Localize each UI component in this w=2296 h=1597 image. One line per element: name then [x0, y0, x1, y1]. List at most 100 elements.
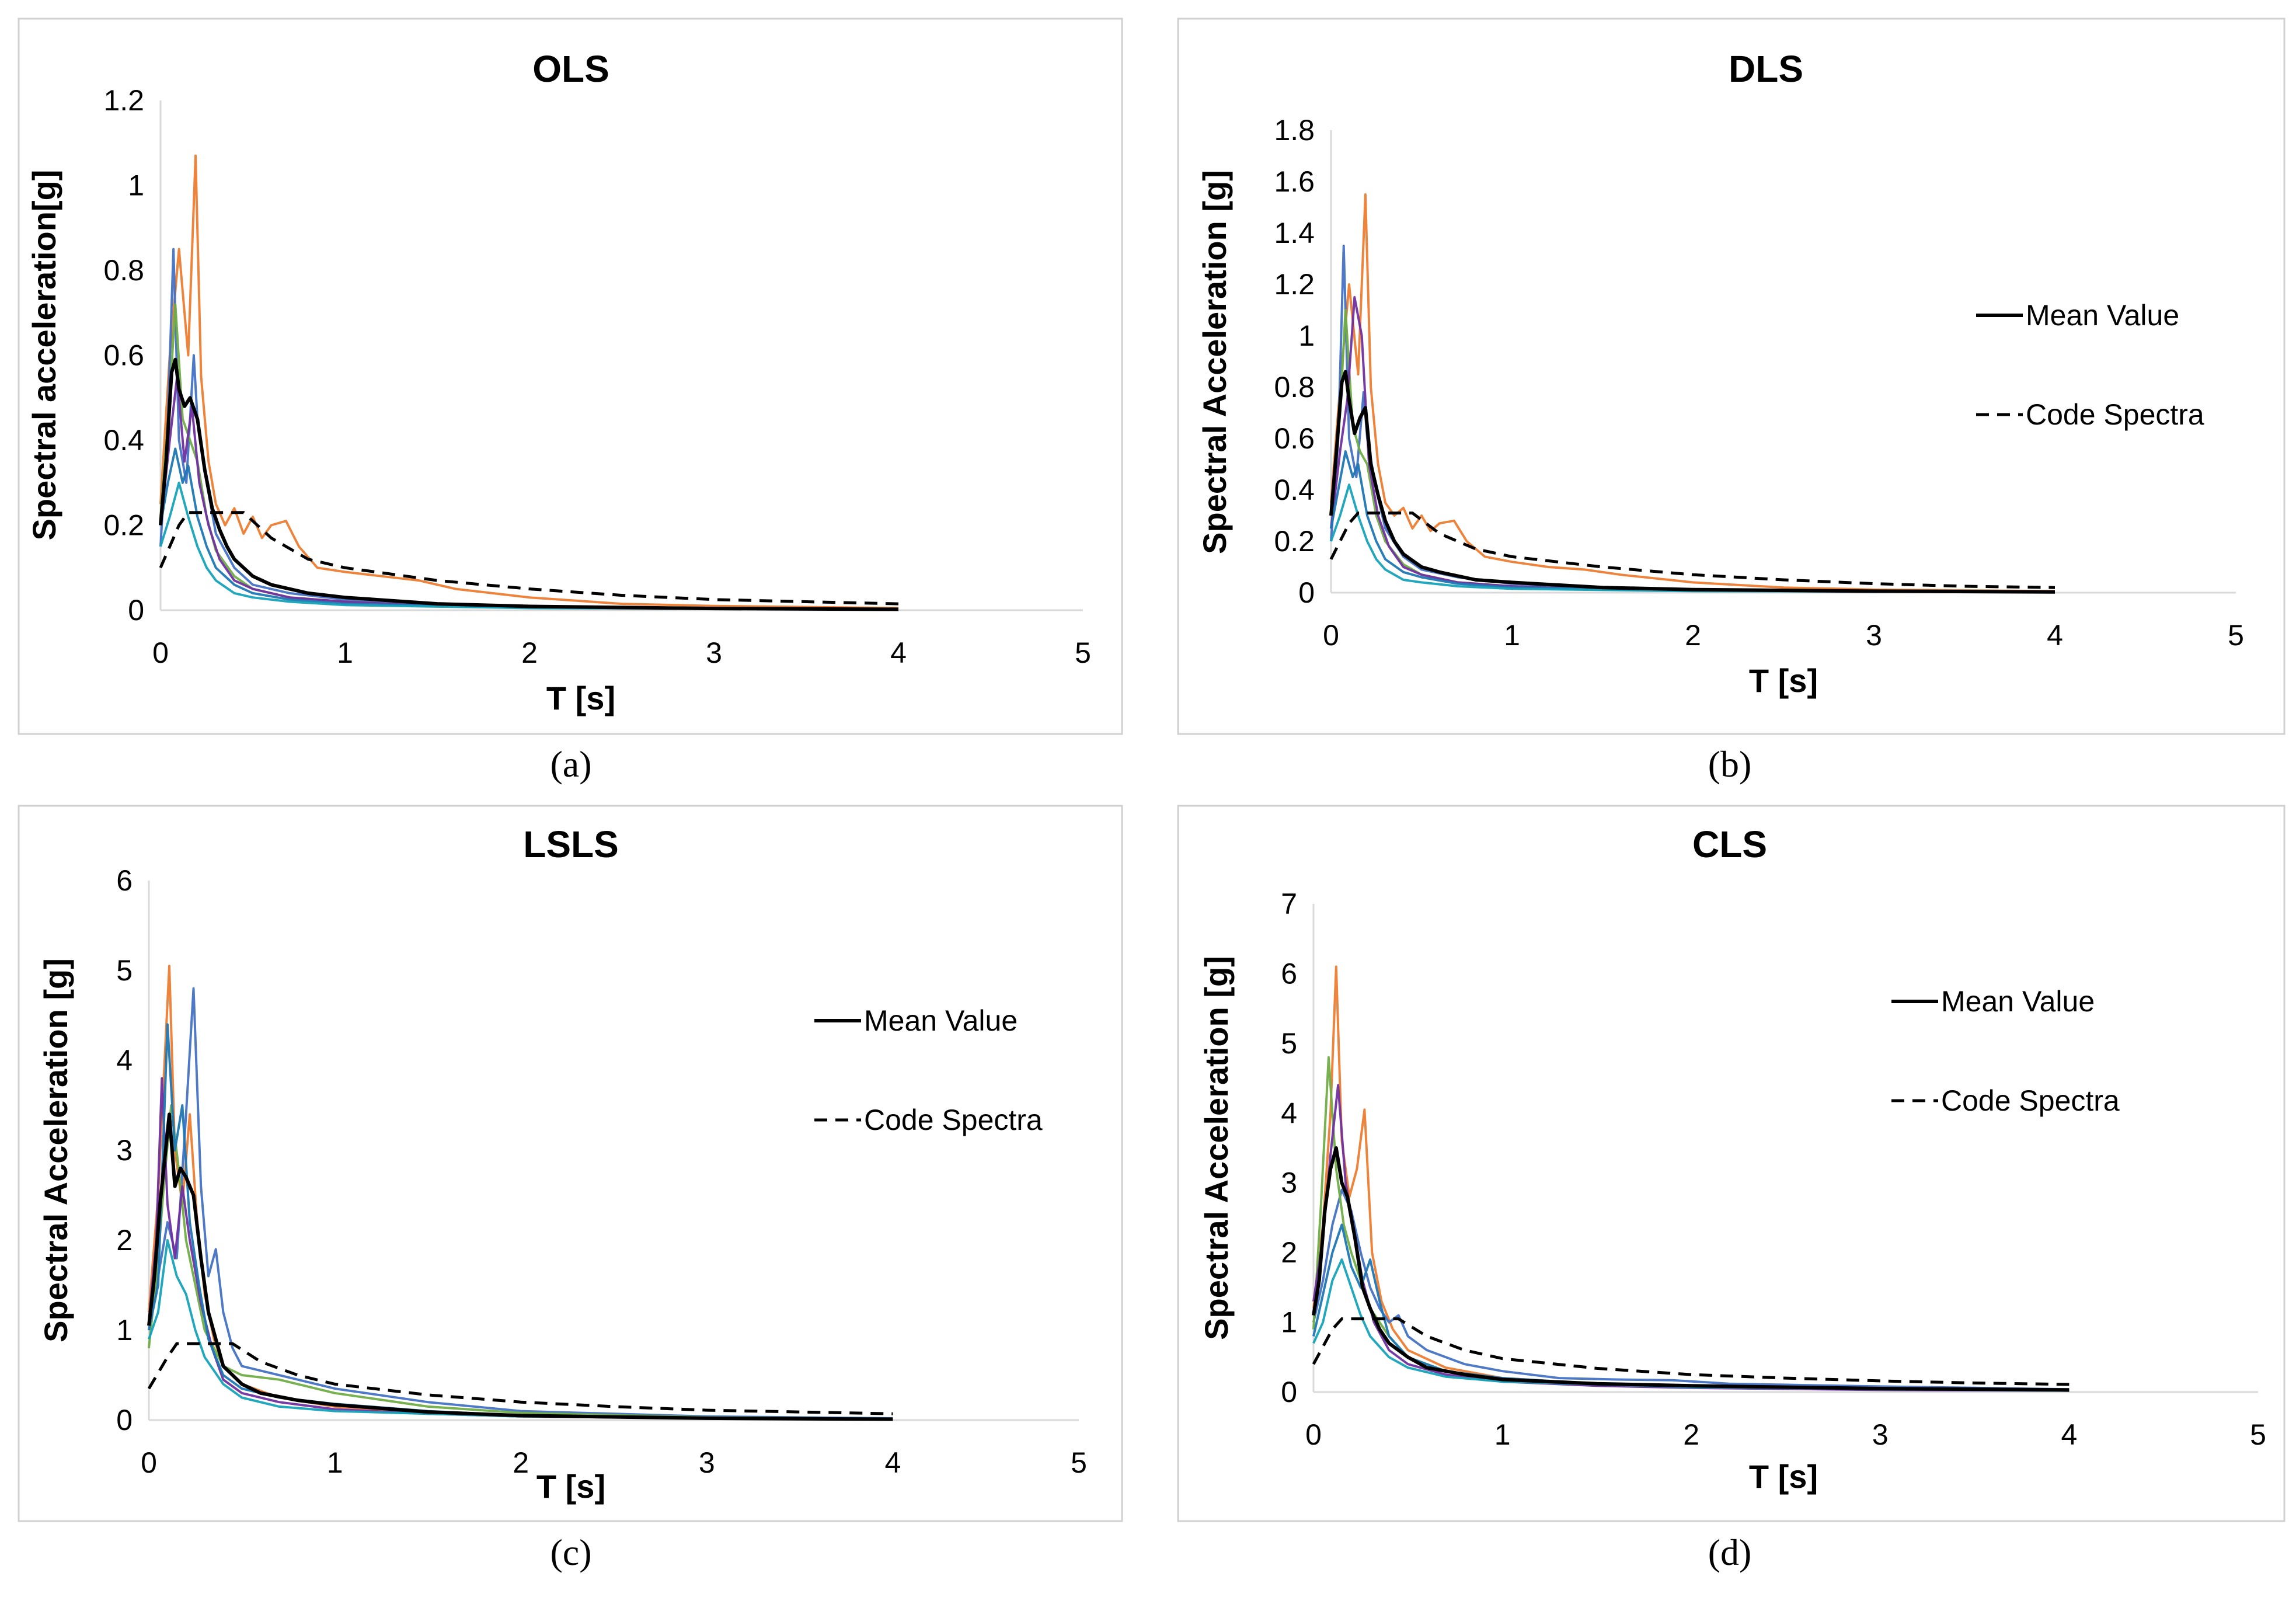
chart-title: CLS: [1692, 823, 1767, 865]
series-line-record: [159, 481, 899, 611]
series-line-mean-value: [159, 357, 899, 611]
x-tick-label: 3: [1872, 1418, 1889, 1451]
y-tick-label: 1: [1298, 319, 1315, 352]
y-tick-label: 4: [116, 1044, 133, 1077]
series-line-record: [148, 1239, 893, 1421]
series-line-record: [1330, 483, 2055, 594]
chart-panel-3: 0 1 2 3 4 5 0 1 2 3 4 5 6 7 CLS T [s] Spectral Accelerat…: [1177, 805, 2285, 1573]
x-tick-label: 3: [699, 1446, 715, 1479]
x-tick-label: 4: [884, 1446, 901, 1479]
y-tick-label: 1: [116, 1314, 133, 1347]
x-tick-label: 2: [521, 636, 538, 669]
series-line-record: [1312, 1258, 2069, 1392]
legend-label-code: Code Spectra: [864, 1104, 1043, 1136]
x-tick-label: 4: [890, 636, 907, 669]
y-tick-label: 4: [1281, 1097, 1297, 1129]
panel-caption: (b): [1708, 743, 1752, 785]
x-tick-label: 1: [337, 636, 353, 669]
y-tick-label: 6: [116, 864, 133, 897]
legend-label-code: Code Spectra: [1941, 1084, 2120, 1117]
chart-panel-0: 0 1 2 3 4 5 0 0.2 0.4 0.6 0.8 1 1.2 OLS T [s] Spectral …: [18, 18, 1123, 785]
y-tick-label: 1.4: [1274, 217, 1315, 249]
chart-title: DLS: [1729, 48, 1803, 90]
chart-title: LSLS: [523, 823, 619, 865]
y-tick-label: 0: [1298, 576, 1315, 609]
x-tick-label: 2: [1685, 619, 1701, 652]
x-tick-label: 0: [1323, 619, 1339, 652]
x-tick-label: 3: [1866, 619, 1882, 652]
x-tick-label: 0: [152, 636, 169, 669]
x-tick-label: 0: [141, 1446, 157, 1479]
x-tick-label: 1: [1504, 619, 1520, 652]
series-line-code-spectra: [1312, 1317, 2069, 1386]
y-tick-label: 0: [128, 594, 144, 627]
x-tick-label: 4: [2047, 619, 2063, 652]
x-axis-title: T [s]: [1749, 662, 1818, 699]
y-tick-label: 0.2: [1274, 525, 1315, 558]
y-tick-label: 0.4: [1274, 474, 1315, 506]
y-axis-title: Spectral acceleration[g]: [26, 170, 62, 541]
x-axis-title: T [s]: [536, 1468, 605, 1505]
y-tick-label: 0.6: [1274, 422, 1315, 455]
x-tick-label: 2: [1683, 1418, 1699, 1451]
y-axis-title: Spectral Acceleration [g]: [37, 958, 74, 1342]
y-tick-label: 0: [1281, 1376, 1297, 1408]
x-axis-title: T [s]: [546, 680, 615, 716]
y-tick-label: 2: [1281, 1236, 1297, 1269]
x-tick-label: 5: [2228, 619, 2244, 652]
y-tick-label: 3: [1281, 1167, 1297, 1199]
x-tick-label: 2: [513, 1446, 529, 1479]
chart-title: OLS: [532, 48, 609, 90]
y-tick-label: 0.8: [103, 254, 144, 287]
x-tick-label: 5: [2250, 1418, 2266, 1451]
y-tick-label: 6: [1281, 957, 1297, 990]
x-tick-label: 4: [2061, 1418, 2077, 1451]
series-line-record: [148, 987, 893, 1419]
y-tick-label: 1.2: [1274, 268, 1315, 301]
panel-caption: (c): [550, 1532, 591, 1573]
y-tick-label: 3: [116, 1134, 133, 1167]
y-tick-label: 1.2: [103, 84, 144, 117]
x-tick-label: 5: [1075, 636, 1091, 669]
y-tick-label: 0: [116, 1404, 133, 1436]
y-tick-label: 1: [128, 169, 144, 202]
y-tick-label: 0.2: [103, 509, 144, 542]
panel-frame: [18, 805, 1123, 1522]
y-tick-label: 2: [116, 1224, 133, 1257]
x-tick-label: 5: [1071, 1446, 1087, 1479]
series-line-code-spectra: [159, 511, 899, 606]
x-tick-label: 3: [706, 636, 722, 669]
panel-frame: [1177, 805, 2285, 1522]
x-tick-label: 1: [327, 1446, 343, 1479]
chart-panel-2: 0 1 2 3 4 5 0 1 2 3 4 5 6 LSLS T [s] Spectral Accelerat…: [18, 805, 1123, 1573]
y-tick-label: 0.4: [103, 424, 144, 457]
x-tick-label: 1: [1494, 1418, 1511, 1451]
legend-label-code: Code Spectra: [2026, 398, 2204, 431]
chart-panel-1: 0 1 2 3 4 5 0 0.2 0.4 0.6 0.8 1 1.2 1.4 1.6 1.8 DLS T [s]…: [1177, 18, 2285, 785]
x-tick-label: 0: [1305, 1418, 1322, 1451]
x-axis-title: T [s]: [1749, 1458, 1818, 1495]
panel-caption: (d): [1708, 1532, 1752, 1573]
y-tick-label: 5: [116, 954, 133, 987]
y-tick-label: 1: [1281, 1306, 1297, 1339]
legend-label-mean: Mean Value: [1941, 985, 2095, 1018]
y-tick-label: 5: [1281, 1027, 1297, 1060]
legend-label-mean: Mean Value: [864, 1004, 1018, 1037]
series-line-mean-value: [1329, 370, 2055, 594]
y-tick-label: 0.8: [1274, 371, 1315, 403]
series-line-code-spectra: [147, 1342, 893, 1415]
y-axis-title: Spectral Acceleration [g]: [1196, 170, 1233, 554]
y-axis-title: Spectral Acceleration [g]: [1198, 956, 1235, 1340]
series-line-record: [1330, 193, 2055, 593]
y-tick-label: 0.6: [103, 339, 144, 372]
series-line-record: [159, 154, 899, 610]
panel-frame: [1177, 18, 2285, 735]
series-line-mean-value: [1312, 1146, 2069, 1392]
panel-caption: (a): [550, 743, 591, 785]
y-tick-label: 7: [1281, 888, 1297, 920]
panel-frame: [18, 18, 1123, 735]
y-tick-label: 1.6: [1274, 165, 1315, 198]
legend-label-mean: Mean Value: [2026, 299, 2179, 332]
series-line-code-spectra: [1329, 512, 2055, 589]
